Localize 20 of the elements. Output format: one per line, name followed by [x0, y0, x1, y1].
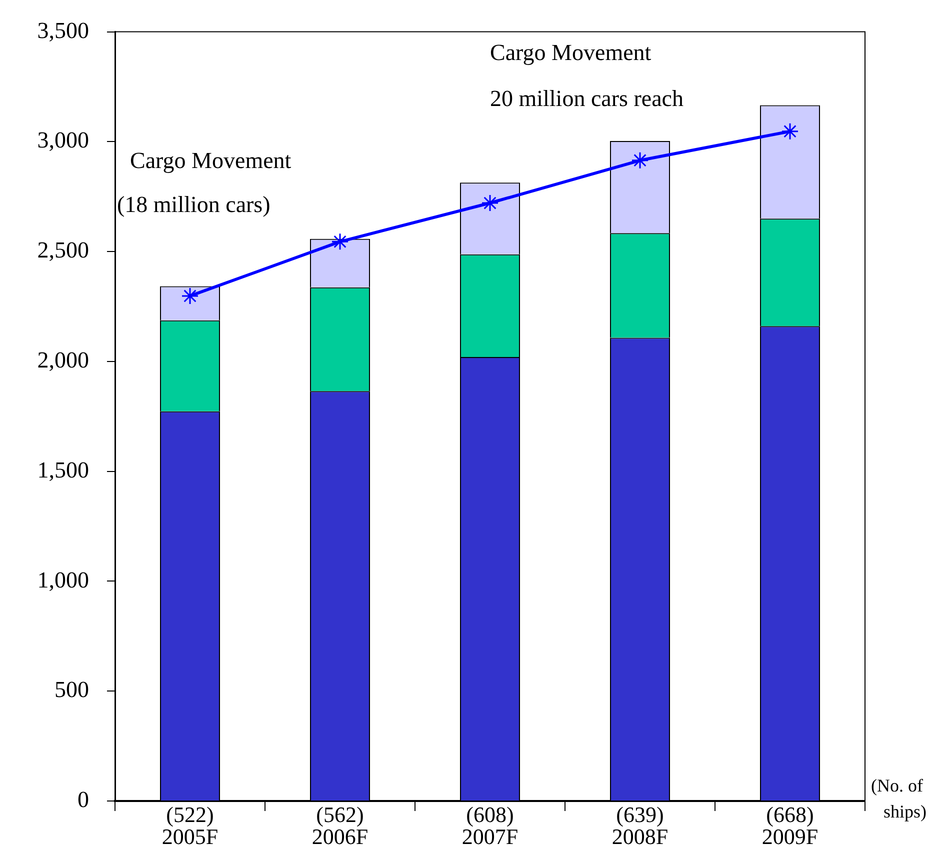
point	[781, 122, 799, 140]
point	[481, 194, 499, 212]
y-tick-label: 0	[78, 787, 89, 812]
x-tick-label: (562) 2006F	[312, 802, 368, 849]
y-tick-label: 3,000	[37, 128, 89, 153]
x-tick-label: (639) 2008F	[612, 802, 668, 849]
y-tick-label: 1,000	[37, 567, 89, 592]
y-tick-label: 1,500	[37, 457, 89, 482]
x-tick-label: (522) 2005F	[162, 802, 218, 849]
annotation: Cargo Movement 20 million cars reach	[490, 40, 684, 111]
y-tick-label: 3,500	[37, 18, 89, 43]
text: (No. of ships)	[871, 776, 927, 822]
point	[631, 152, 649, 170]
point	[331, 232, 349, 250]
y-tick-label: 2,500	[37, 238, 89, 263]
x-tick-label: (608) 2007F	[462, 802, 518, 849]
annotation: Cargo Movement (18 million cars)	[117, 148, 292, 217]
x-tick-label: (668) 2009F	[762, 802, 818, 849]
y-tick-label: 500	[54, 677, 89, 702]
y-tick-label: 2,000	[37, 348, 89, 373]
